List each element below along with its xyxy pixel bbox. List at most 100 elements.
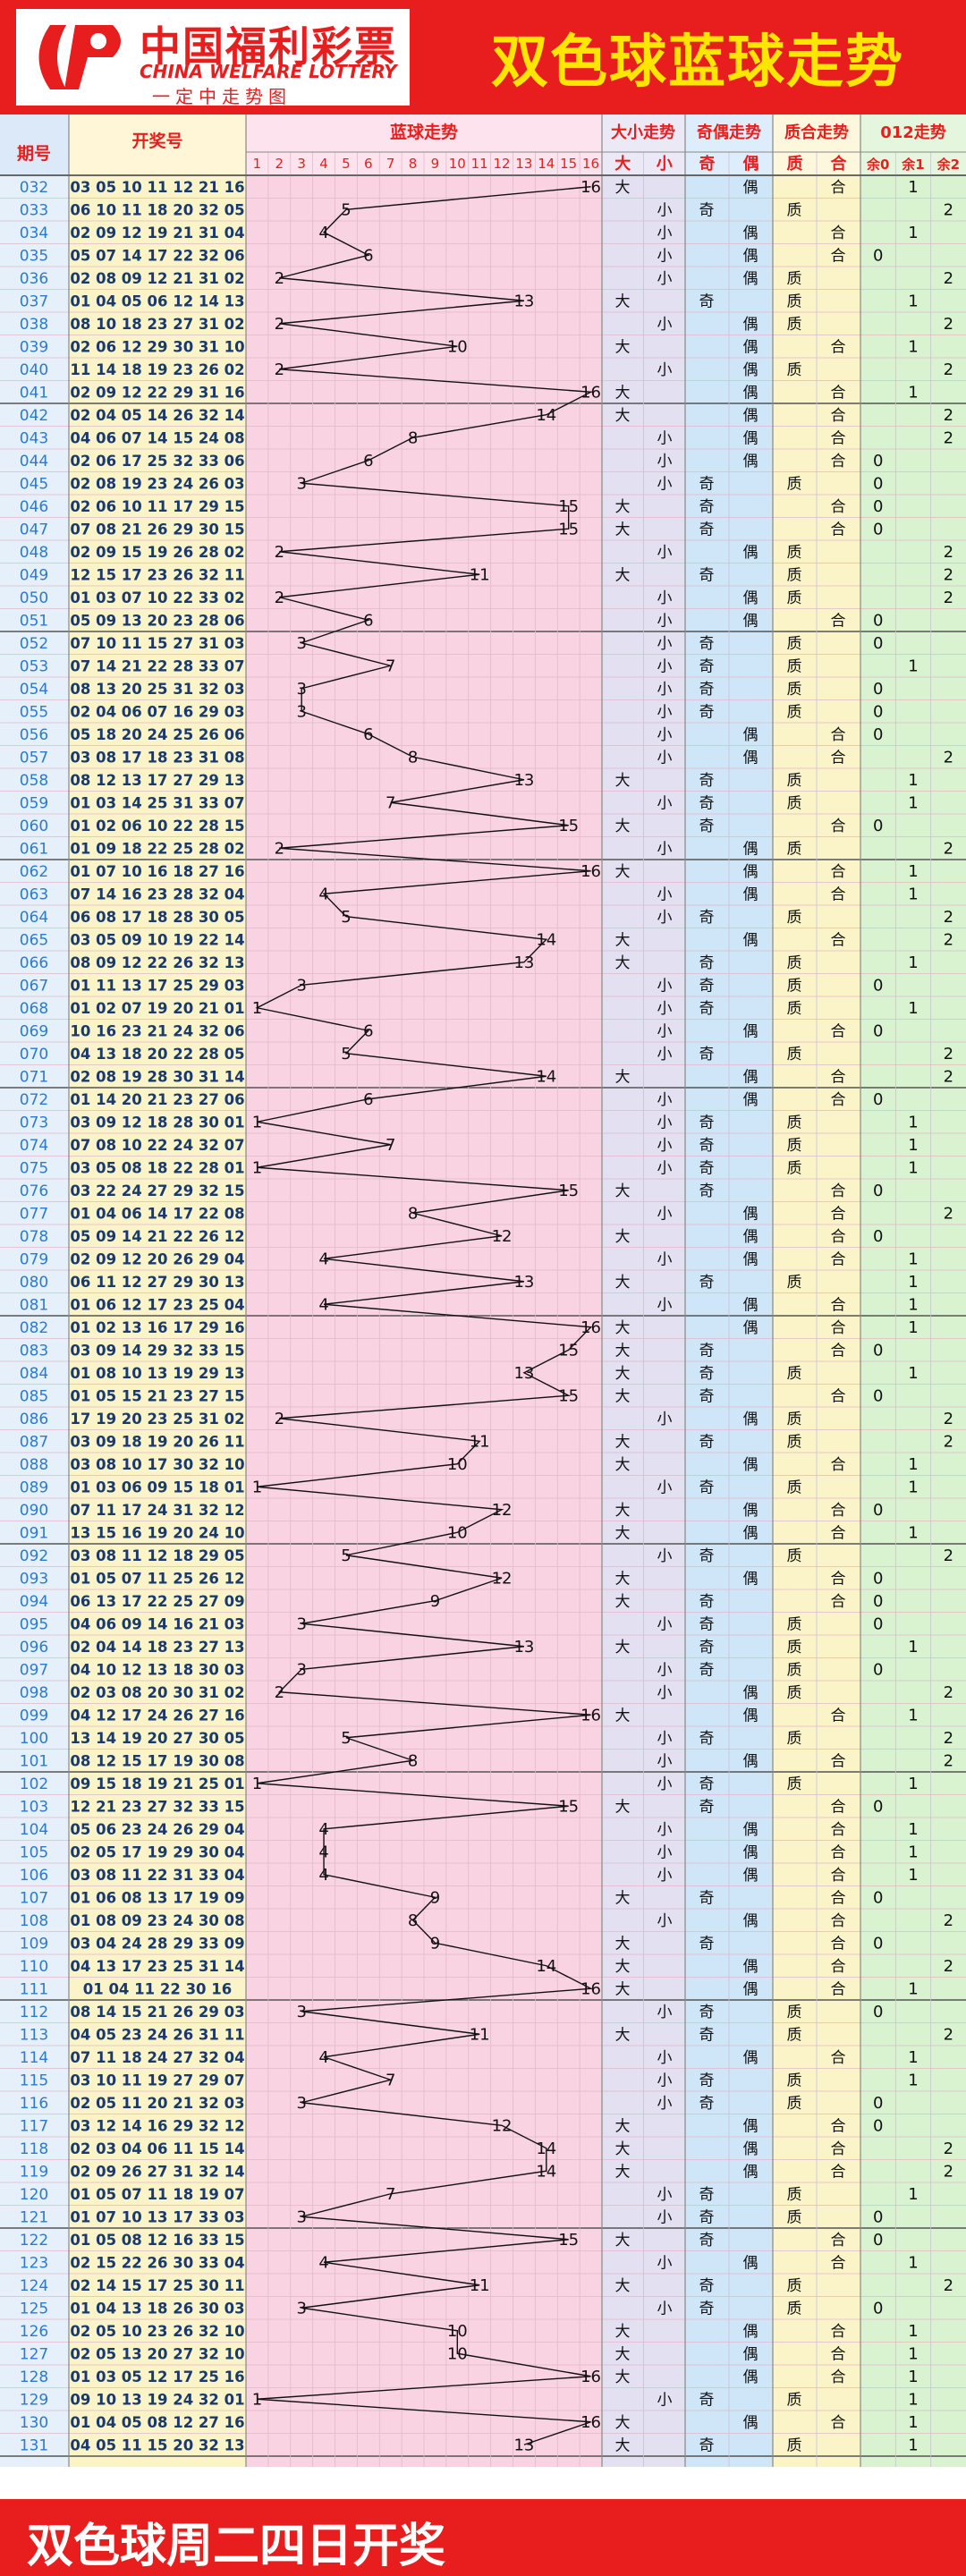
parity-mark: 奇 — [699, 681, 715, 699]
parity-mark: 奇 — [699, 1114, 715, 1131]
issue-number: 055 — [20, 703, 48, 721]
parity-mark: 奇 — [699, 2300, 715, 2318]
size-mark: 大 — [615, 1182, 631, 1200]
blue-ball-mark: 11 — [470, 565, 490, 584]
mod3-subheader: 余0 — [866, 157, 889, 173]
issue-number: 057 — [20, 749, 48, 767]
prime-mark: 质 — [787, 201, 802, 219]
issue-number: 094 — [20, 1593, 48, 1611]
blue-ball-mark: 16 — [580, 1706, 601, 1724]
blue-ball-mark: 16 — [580, 1318, 601, 1337]
issue-number: 088 — [20, 1456, 48, 1474]
prime-mark: 质 — [787, 1137, 802, 1155]
mod3-mark: 1 — [908, 1364, 918, 1383]
draw-numbers: 11 14 18 19 23 26 02 — [70, 361, 244, 378]
issue-number: 110 — [20, 1958, 48, 1976]
size-mark: 小 — [657, 1547, 673, 1565]
prime-mark: 合 — [831, 749, 846, 767]
blue-ball-mark: 2 — [275, 543, 284, 562]
parity-mark: 奇 — [699, 2436, 715, 2454]
mod3-mark: 2 — [944, 2162, 953, 2181]
draw-numbers: 01 03 05 12 17 25 16 — [70, 2368, 244, 2385]
mod3-mark: 2 — [944, 1751, 953, 1770]
prime-mark: 合 — [831, 2254, 846, 2272]
blue-number-header: 3 — [297, 156, 306, 172]
size-mark: 大 — [615, 2026, 631, 2044]
draw-numbers: 02 05 10 23 26 32 10 — [70, 2323, 244, 2340]
parity-mark: 偶 — [743, 1228, 758, 1246]
blue-ball-mark: 13 — [513, 2436, 534, 2454]
parity-mark: 偶 — [743, 612, 758, 630]
size-mark: 小 — [657, 1296, 673, 1314]
header-banner: 中国福利彩票 CHINA WELFARE LOTTERY 一定中走势图 双色球蓝… — [0, 0, 966, 114]
prime-mark: 质 — [787, 361, 802, 379]
prime-mark: 质 — [787, 681, 802, 699]
blue-number-header: 14 — [538, 156, 555, 172]
size-mark: 小 — [657, 977, 673, 995]
parity-mark: 偶 — [743, 544, 758, 562]
parity-mark: 偶 — [743, 247, 758, 265]
size-mark: 大 — [615, 2345, 631, 2363]
mod3-mark: 1 — [908, 1706, 918, 1724]
draw-numbers: 04 05 23 24 26 31 11 — [70, 2026, 244, 2043]
parity-trend-header: 奇偶走势 — [697, 123, 761, 142]
parity-mark: 奇 — [699, 1889, 715, 1907]
blue-ball-mark: 7 — [386, 657, 395, 675]
issue-number: 084 — [20, 1365, 48, 1383]
size-mark: 小 — [657, 1137, 673, 1155]
draw-numbers: 01 08 10 13 19 29 13 — [70, 1365, 244, 1382]
blue-ball-mark: 5 — [341, 908, 351, 927]
parity-mark: 偶 — [743, 2323, 758, 2341]
size-mark: 小 — [657, 1775, 673, 1793]
issue-number: 041 — [20, 384, 48, 402]
blue-ball-mark: 2 — [275, 839, 284, 858]
draw-numbers: 02 03 08 20 30 31 02 — [70, 1684, 244, 1701]
mod3-mark: 1 — [908, 1250, 918, 1268]
issue-number: 106 — [20, 1867, 48, 1885]
parity-mark: 奇 — [699, 794, 715, 812]
blue-ball-mark: 7 — [386, 2071, 395, 2089]
mod3-mark: 1 — [908, 657, 918, 675]
blue-ball-mark: 4 — [318, 1250, 328, 1268]
parity-mark: 偶 — [743, 407, 758, 425]
size-mark: 小 — [657, 726, 673, 744]
prime-mark: 质 — [787, 1684, 802, 1702]
mod3-mark: 0 — [873, 1934, 883, 1953]
blue-ball-mark: 8 — [408, 1204, 418, 1223]
welfare-lottery-logo-icon — [38, 25, 121, 89]
prime-mark: 质 — [787, 1114, 802, 1131]
parity-mark: 奇 — [699, 521, 715, 538]
size-mark: 大 — [615, 1068, 631, 1086]
size-mark: 大 — [615, 772, 631, 790]
prime-mark: 合 — [831, 2414, 846, 2432]
issue-number: 096 — [20, 1639, 48, 1657]
size-mark: 小 — [657, 2254, 673, 2272]
issue-number: 118 — [20, 2140, 48, 2158]
size-mark: 大 — [615, 1707, 631, 1724]
parity-mark: 偶 — [743, 1411, 758, 1428]
prime-mark: 质 — [787, 1000, 802, 1018]
prime-mark: 质 — [787, 772, 802, 790]
draw-numbers: 06 08 17 18 28 30 05 — [70, 909, 244, 926]
blue-ball-mark: 15 — [558, 1386, 579, 1405]
blue-ball-mark: 6 — [363, 1021, 373, 1040]
size-mark: 小 — [657, 1843, 673, 1861]
prime-mark: 质 — [787, 2436, 802, 2454]
mod3-mark: 2 — [944, 406, 953, 425]
logo-slogan: 一定中走势图 — [152, 86, 292, 107]
parity-mark: 偶 — [743, 1912, 758, 1930]
parity-subheader: 奇 — [699, 154, 716, 174]
parity-mark: 偶 — [743, 2254, 758, 2272]
parity-mark: 偶 — [743, 384, 758, 402]
parity-mark: 偶 — [743, 1570, 758, 1588]
blue-number-header: 11 — [471, 156, 488, 172]
size-mark: 小 — [657, 681, 673, 699]
mod3-mark: 0 — [873, 1341, 883, 1360]
issue-number: 129 — [20, 2391, 48, 2409]
draw-numbers: 08 12 15 17 19 30 08 — [70, 1752, 244, 1769]
prime-mark: 合 — [831, 1707, 846, 1724]
mod3-mark: 0 — [873, 246, 883, 265]
mod3-mark: 0 — [873, 1614, 883, 1633]
blue-ball-mark: 16 — [580, 862, 601, 881]
size-mark: 大 — [615, 2117, 631, 2135]
